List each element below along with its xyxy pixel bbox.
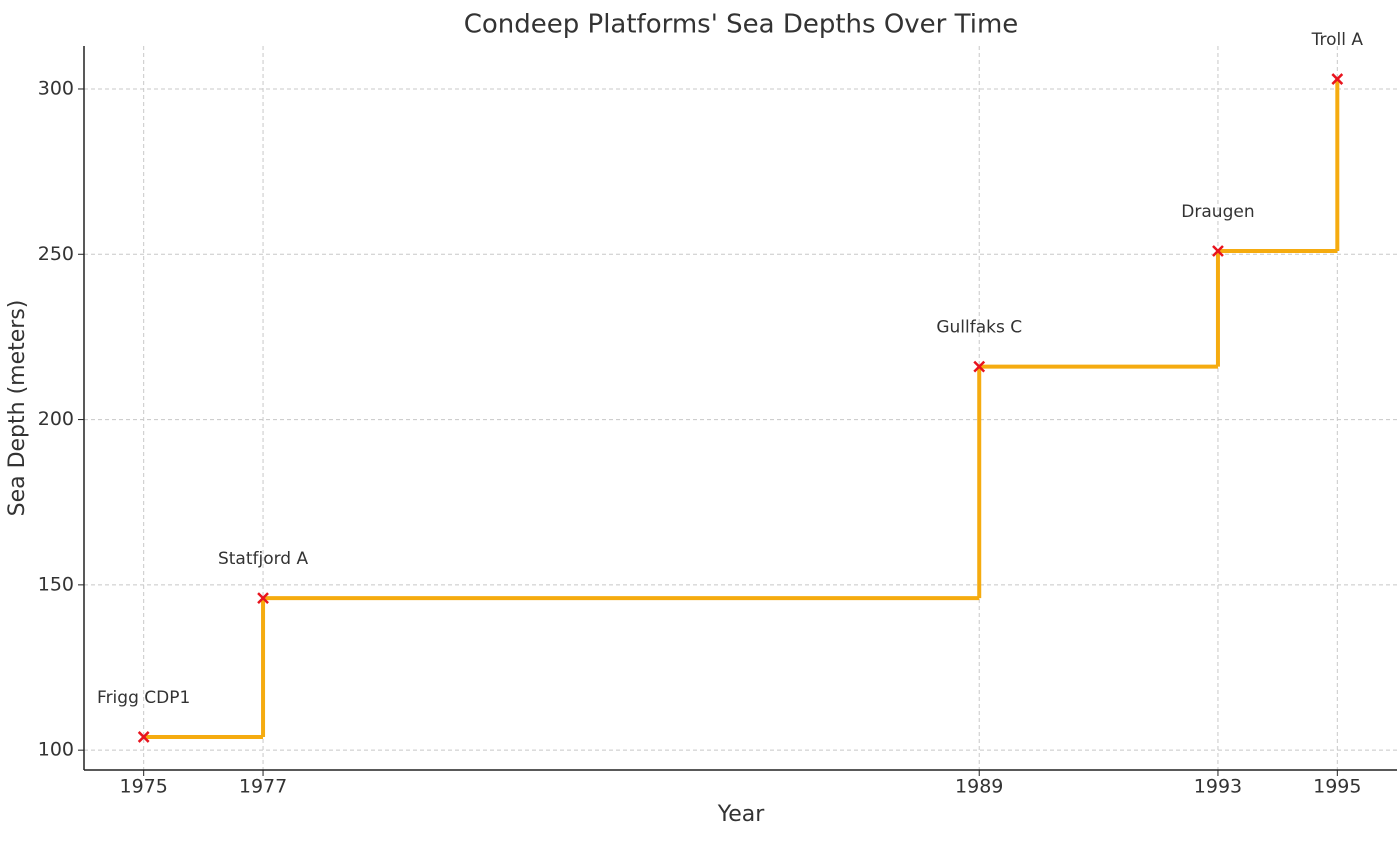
y-tick-label: 300 bbox=[38, 77, 74, 99]
marker bbox=[1212, 245, 1224, 257]
marker bbox=[137, 731, 150, 743]
point-label: Draugen bbox=[1181, 202, 1254, 222]
point-label: Gullfaks C bbox=[936, 318, 1022, 338]
x-tick-label: 1993 bbox=[1194, 776, 1242, 798]
marker bbox=[257, 592, 269, 604]
y-tick-label: 250 bbox=[38, 243, 74, 265]
point-label: Troll A bbox=[1311, 30, 1364, 50]
point-label: Statfjord A bbox=[218, 549, 309, 569]
point-label: Frigg CDP1 bbox=[97, 688, 190, 708]
y-tick-label: 150 bbox=[38, 573, 74, 595]
y-tick-label: 100 bbox=[38, 739, 74, 761]
x-tick-label: 1995 bbox=[1313, 776, 1361, 798]
x-tick-label: 1975 bbox=[120, 776, 168, 798]
y-axis-label: Sea Depth (meters) bbox=[5, 300, 30, 517]
x-tick-label: 1989 bbox=[955, 776, 1003, 798]
marker bbox=[1331, 73, 1344, 85]
chart-title: Condeep Platforms' Sea Depths Over Time bbox=[464, 10, 1019, 40]
x-tick-label: 1977 bbox=[239, 776, 287, 798]
x-axis-label: Year bbox=[717, 802, 766, 827]
y-tick-label: 200 bbox=[38, 408, 74, 430]
marker bbox=[973, 360, 986, 373]
